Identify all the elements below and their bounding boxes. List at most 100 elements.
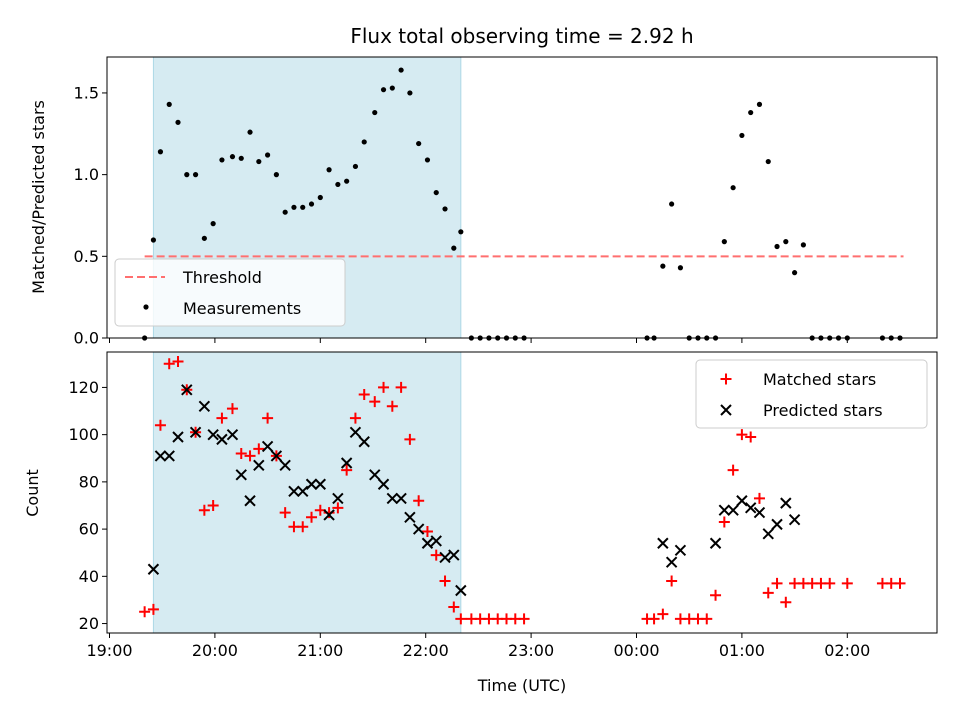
bottom-x-tick-label: 02:00 [824,641,870,660]
predicted-star-point [404,511,416,524]
predicted-star-point [207,428,219,441]
top-panel: 0.0 0.5 1.0 1.5 Threshold Measurements [74,56,938,348]
predicted-star-point [674,544,687,557]
bottom-y-tick-label: 80 [79,472,99,491]
measurement-point [265,152,271,158]
bottom-panel: 20 40 60 80 100 120 19:00 20:00 21:00 22:00 23:00… [68,351,938,660]
measurement-point [372,109,378,116]
measurement-point [201,235,207,241]
matched-star-point [439,575,451,587]
predicted-star-point [788,513,801,526]
measurement-point [660,263,666,269]
bottom-legend: Matched stars Predicted stars [695,359,928,429]
measurement-point [677,265,684,271]
measurement-point [326,167,332,173]
predicted-star-point [340,457,353,469]
chart-title: Flux total observing time = 2.92 h [350,24,693,48]
measurement-point [238,155,244,161]
measurement-point [442,206,448,212]
bottom-y-axis: 20 40 60 80 100 120 [68,378,107,633]
matched-star-point [710,589,722,601]
bottom-x-tick-label: 23:00 [508,641,554,660]
predicted-star-point [147,563,160,575]
matched-star-point [386,400,398,412]
measurement-point [344,178,350,184]
measurement-point [335,181,341,188]
predicted-star-point [244,495,256,507]
matched-star-point [358,389,370,401]
bottom-x-tick-label: 22:00 [403,641,449,660]
top-y-tick-label: 0.5 [74,247,99,266]
predicted-star-point [377,478,390,490]
matched-star-point [518,613,530,625]
top-axes-frame [106,56,938,339]
predicted-star-point [288,485,300,498]
measurement-point [765,158,771,165]
matched-star-point [824,577,836,589]
measurement-point [458,229,464,235]
measurement-point [157,149,164,155]
measurement-point [800,242,806,248]
matched-star-point [332,502,344,514]
bottom-x-tick-label: 00:00 [613,641,659,660]
matched-star-point [139,606,151,618]
predicted-star-point [709,537,722,549]
measurement-point [166,101,172,107]
measurement-point [739,132,745,139]
measurement-point [219,157,225,163]
predicted-star-point [189,426,202,438]
predicted-star-point [181,384,193,396]
matched-star-point [455,613,467,625]
measurement-point [256,158,262,165]
predicted-star-point [762,528,774,540]
top-legend: Threshold Measurements [114,258,346,327]
predicted-star-point [323,509,335,521]
matched-star-point [701,613,713,625]
measurement-point [433,189,439,196]
matched-star-point [736,429,748,441]
matched-star-point [297,521,309,533]
predicted-star-point [349,426,362,438]
measurement-point [291,204,297,210]
bottom-legend-box [695,359,928,429]
predicted-star-point [448,549,460,561]
matched-star-point [216,412,228,424]
matched-star-point [235,448,247,460]
legend-matched-label: Matched stars [763,370,876,389]
matched-star-point [244,450,256,462]
measurement-point [730,185,736,191]
bottom-x-tick-label: 01:00 [719,641,765,660]
measurement-point [300,204,306,210]
predicted-star-point [297,485,309,498]
predicted-star-point [430,535,442,547]
predicted-star-point [657,537,669,549]
matched-star-point [163,358,175,370]
predicted-star-point [771,518,783,531]
legend-matched-swatch [720,373,732,385]
predicted-star-point [279,459,291,472]
matched-star-point [147,603,159,615]
matched-star-point [378,381,390,393]
predicted-star-point [235,469,247,481]
bottom-shaded-interval [152,351,462,634]
top-y-tick-label: 1.0 [74,165,99,184]
matched-star-point [413,495,425,507]
predicted-star-point [736,495,748,507]
measurement-point [247,129,253,135]
matched-star-point [349,412,361,424]
predicted-star-point [665,556,678,568]
top-y-axis: 0.0 0.5 1.0 1.5 [74,83,107,348]
matched-star-point [753,492,765,504]
legend-predicted-label: Predicted stars [763,401,883,420]
measurement-point [317,194,323,201]
predicted-star-point [261,440,274,453]
matched-star-point [369,396,381,408]
top-y-tick-label: 1.5 [74,83,99,102]
predicted-star-point [332,492,344,505]
matched-star-point [421,525,433,537]
top-y-tick-label: 0.0 [74,329,99,348]
predicted-star-point [744,502,757,514]
bottom-x-tick-label: 20:00 [192,641,238,660]
matched-star-point [657,608,669,620]
